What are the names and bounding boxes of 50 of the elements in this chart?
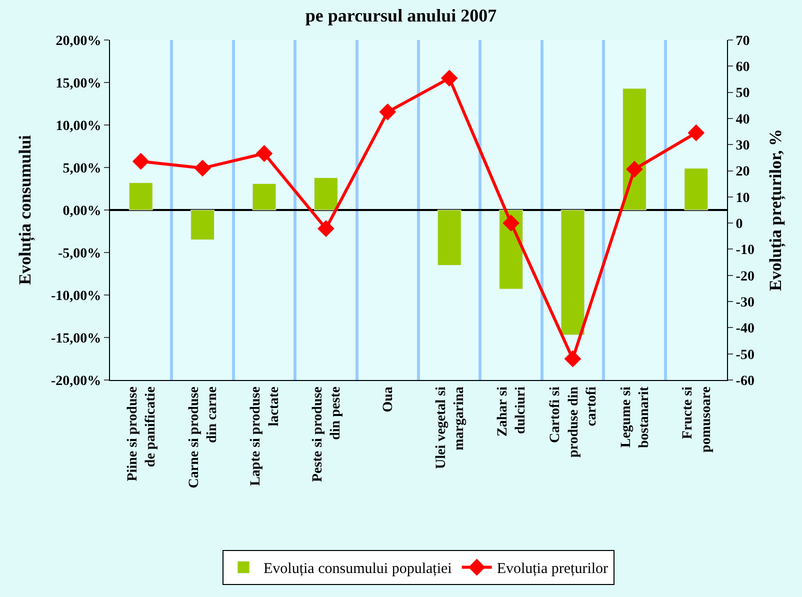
bar	[684, 168, 708, 210]
y-tick-label: -5,00%	[58, 246, 102, 262]
y2-tick-label: -20	[736, 269, 754, 284]
y2-axis-title: Evoluția prețurilor, %	[766, 129, 786, 291]
y2-tick-label: 40	[736, 112, 750, 128]
x-tick-label: Oua	[381, 386, 396, 412]
y2-tick-label: -50	[736, 348, 754, 363]
bar	[622, 88, 646, 210]
y-axis-title: Evoluția consumului	[16, 134, 36, 285]
bar	[252, 183, 276, 210]
y2-tick-label: -60	[736, 374, 754, 389]
point	[626, 160, 643, 178]
legend-label: Evoluția prețurilor	[496, 561, 608, 578]
x-tick-label: Ulei vegetal si margarina	[434, 386, 467, 470]
y2-tick-label: -40	[736, 322, 754, 337]
point	[379, 103, 396, 120]
y2-tick-label: 20	[736, 164, 750, 180]
point	[688, 124, 705, 142]
point	[564, 350, 582, 368]
y-tick-label: -15,00%	[51, 331, 102, 346]
y2-tick-label: 0	[736, 216, 743, 232]
y2-tick-label: -10	[736, 243, 754, 258]
y-tick-label: 20,00%	[56, 34, 102, 49]
x-tick-label: Lapte si produse lactate	[248, 386, 282, 486]
point	[194, 160, 211, 177]
y-tick-label: 15,00%	[56, 76, 102, 92]
point	[440, 70, 458, 87]
point	[318, 220, 334, 238]
y-tick-label: 5,00%	[62, 161, 102, 176]
bar	[314, 177, 338, 210]
y2-tick-label: 30	[736, 138, 750, 154]
y2-tick-label: 10	[736, 190, 750, 206]
y2-tick-label: -30	[736, 295, 754, 310]
x-tick-label: Piine si produse de panificatie	[125, 386, 158, 482]
point	[132, 152, 150, 170]
bar	[190, 210, 215, 240]
y2-tick-label: 70	[736, 34, 750, 49]
y-tick-label: 0,00%	[62, 204, 102, 219]
y-tick-label: 10,00%	[56, 118, 102, 134]
y-tick-label: -20,00%	[51, 374, 102, 389]
bar	[437, 210, 462, 266]
y2-tick-label: 50	[736, 86, 750, 102]
point	[256, 145, 273, 162]
chart-title: pe parcursul anului 2007	[305, 6, 497, 26]
point	[502, 214, 520, 232]
bar	[560, 210, 585, 336]
bar	[128, 182, 153, 210]
y-tick-label: -10,00%	[51, 288, 102, 304]
legend-label: Evoluția consumului populației	[264, 561, 452, 578]
y2-tick-label: 60	[736, 60, 750, 76]
